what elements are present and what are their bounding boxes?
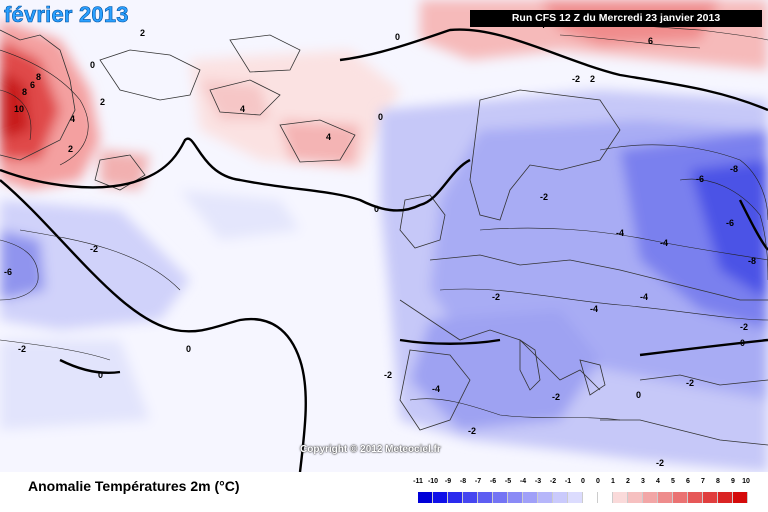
scale-tick-label: 10 <box>742 478 750 485</box>
scale-tick-label: -5 <box>504 478 512 485</box>
contour-label: 0 <box>636 390 641 400</box>
contour-label: -6 <box>4 267 12 277</box>
contour-label: 2 <box>590 74 595 84</box>
scale-tick-label: 1 <box>611 478 615 485</box>
scale-tick-label: -4 <box>519 478 527 485</box>
scale-tick-label: -8 <box>459 478 467 485</box>
contour-label: -8 <box>730 164 738 174</box>
temperature-anomaly-map: 10 8 8 6 4 2 2 0 2 0 4 4 2 6 4 0 -2 -6 -… <box>0 0 768 472</box>
scale-swatch <box>508 492 523 503</box>
contour-label: 2 <box>140 28 145 38</box>
warm-anomaly-areas <box>0 0 768 190</box>
scale-tick-label: 4 <box>656 478 660 485</box>
scale-swatch <box>718 492 733 503</box>
scale-tick-label: 9 <box>731 478 735 485</box>
contour-label: 4 <box>326 132 331 142</box>
product-title: Anomalie Températures 2m (°C) <box>28 478 240 494</box>
scale-tick-label: -9 <box>444 478 452 485</box>
scale-tick-label: 0 <box>596 478 600 485</box>
month-title: février 2013 <box>4 2 129 28</box>
contour-label: 4 <box>70 114 75 124</box>
scale-swatch <box>433 492 448 503</box>
contour-label: -2 <box>492 292 500 302</box>
map-footer: Anomalie Températures 2m (°C) -11 -10 -9 -8… <box>0 472 768 512</box>
contour-label: -2 <box>468 426 476 436</box>
contour-label: -4 <box>640 292 648 302</box>
scale-swatch <box>493 492 508 503</box>
contour-label: 0 <box>98 370 103 380</box>
scale-tick-label: -7 <box>474 478 482 485</box>
color-scale-legend: -11 -10 -9 -8 -7 -6 -5 -4 -3 -2 -1 0 0 1 2 3 4 5 6 7 8 9 10 <box>413 478 750 508</box>
contour-label: -6 <box>726 218 734 228</box>
contour-label: 2 <box>100 97 105 107</box>
contour-label: 0 <box>395 32 400 42</box>
scale-swatch <box>598 492 613 503</box>
contour-label: -2 <box>740 322 748 332</box>
contour-label: 0 <box>740 338 745 348</box>
scale-tick-label: -3 <box>534 478 542 485</box>
contour-label: 8 <box>22 87 27 97</box>
scale-tick-label: -1 <box>564 478 572 485</box>
contour-label: -8 <box>748 256 756 266</box>
scale-swatch <box>673 492 688 503</box>
scale-swatch <box>418 492 433 503</box>
coastlines <box>0 29 768 446</box>
contour-label: 0 <box>378 112 383 122</box>
scale-tick-label: -11 <box>413 478 423 485</box>
contour-label: -4 <box>432 384 440 394</box>
run-banner: Run CFS 12 Z du Mercredi 23 janvier 2013 <box>470 10 762 27</box>
scale-swatch <box>463 492 478 503</box>
scale-swatch <box>553 492 568 503</box>
scale-tick-label: 6 <box>686 478 690 485</box>
zero-contours <box>0 28 768 472</box>
contour-label: -6 <box>696 174 704 184</box>
contour-label: -2 <box>90 244 98 254</box>
contour-label: -4 <box>660 238 668 248</box>
scale-swatch <box>703 492 718 503</box>
scale-swatch <box>538 492 553 503</box>
scale-tick-label: 0 <box>581 478 585 485</box>
scale-swatch <box>688 492 703 503</box>
contour-label: -4 <box>616 228 624 238</box>
scale-tick-label: 5 <box>671 478 675 485</box>
scale-swatch <box>658 492 673 503</box>
contour-label: -2 <box>686 378 694 388</box>
contour-label: 0 <box>186 344 191 354</box>
contour-labels: 10 8 8 6 4 2 2 0 2 0 4 4 2 6 4 0 -2 -6 -… <box>4 20 756 468</box>
scale-swatch <box>643 492 658 503</box>
anomaly-contours <box>0 18 768 421</box>
contour-label: -2 <box>18 344 26 354</box>
contour-label: -2 <box>572 74 580 84</box>
contour-label: 8 <box>36 72 41 82</box>
scale-swatch <box>628 492 643 503</box>
scale-tick-label: -6 <box>489 478 497 485</box>
scale-swatch <box>568 492 583 503</box>
scale-swatch <box>613 492 628 503</box>
scale-swatch <box>448 492 463 503</box>
contour-label: 10 <box>14 104 24 114</box>
scale-swatch <box>583 492 598 503</box>
copyright-notice: Copyright © 2012 Meteociel.fr <box>300 444 441 455</box>
contour-label: 0 <box>90 60 95 70</box>
contour-label: -4 <box>590 304 598 314</box>
scale-swatch <box>733 492 748 503</box>
contour-label: 2 <box>68 144 73 154</box>
contour-label: -2 <box>540 192 548 202</box>
scale-swatch <box>478 492 493 503</box>
contour-label: -2 <box>656 458 664 468</box>
scale-tick-label: -2 <box>549 478 557 485</box>
scale-tick-label: 3 <box>641 478 645 485</box>
scale-tick-label: -10 <box>427 478 439 485</box>
contour-label: 6 <box>648 36 653 46</box>
contour-label: -2 <box>384 370 392 380</box>
scale-tick-label: 2 <box>626 478 630 485</box>
scale-tick-label: 8 <box>716 478 720 485</box>
contour-label: -2 <box>552 392 560 402</box>
contour-label: 6 <box>30 80 35 90</box>
contour-label: 0 <box>374 204 379 214</box>
contour-label: 4 <box>240 104 245 114</box>
scale-swatch <box>523 492 538 503</box>
scale-tick-label: 7 <box>701 478 705 485</box>
